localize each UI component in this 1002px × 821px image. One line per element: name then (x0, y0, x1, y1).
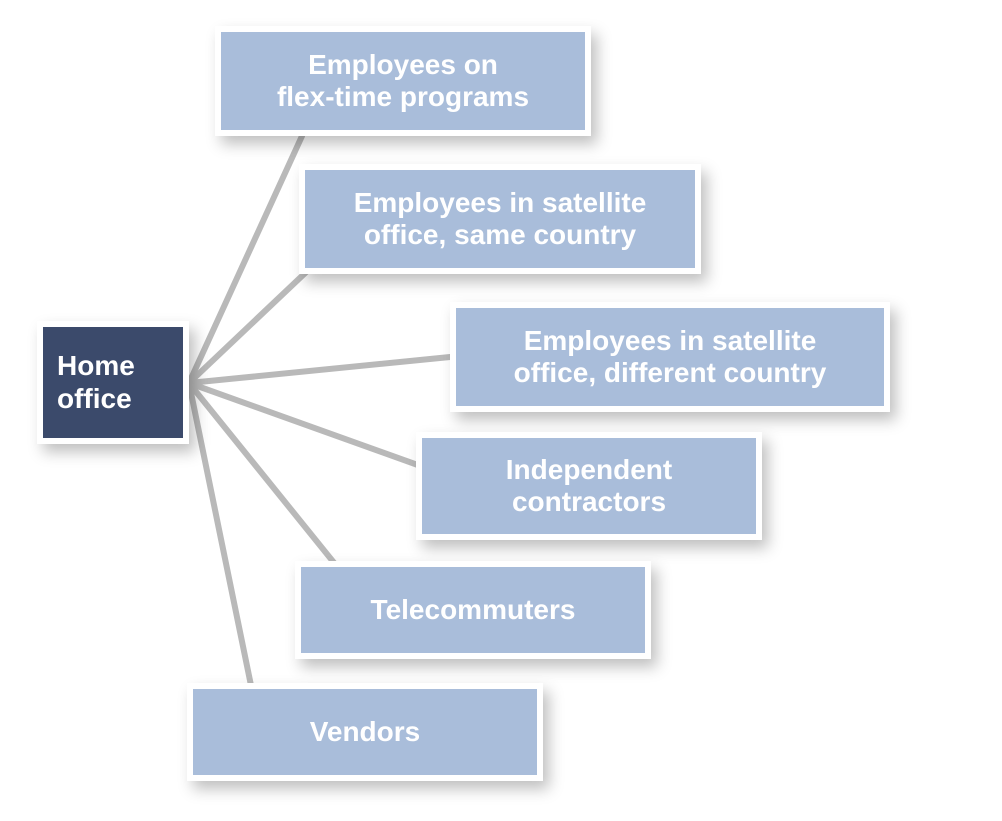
edge-flex-time (189, 136, 302, 383)
node-home-office: Home office (37, 321, 189, 444)
edge-vendors (189, 383, 254, 700)
node-vendors: Vendors (187, 683, 543, 781)
edge-satellite-diff (189, 357, 450, 383)
node-satellite-diff: Employees in satellite office, different… (450, 302, 890, 412)
node-satellite-same: Employees in satellite office, same coun… (299, 164, 701, 274)
node-independent: Independent contractors (416, 432, 762, 540)
diagram-canvas: Home office Employees on flex-time progra… (0, 0, 1002, 821)
node-flex-time: Employees on flex-time programs (215, 26, 591, 136)
node-telecommuters: Telecommuters (295, 561, 651, 659)
